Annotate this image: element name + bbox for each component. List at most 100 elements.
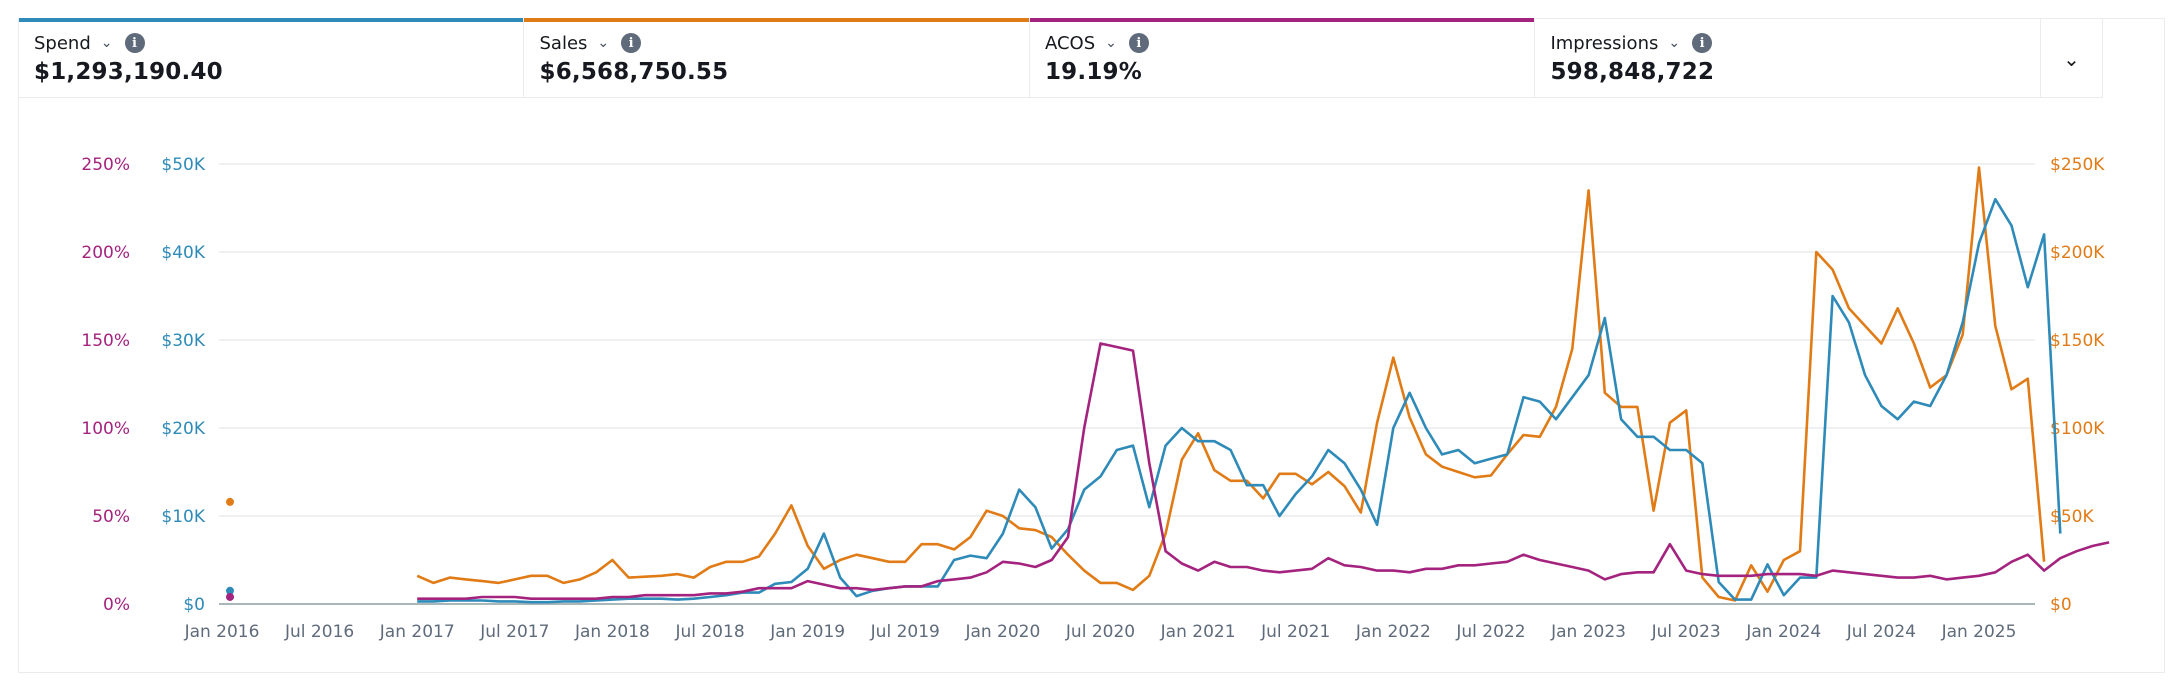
data-point-sales[interactable] bbox=[1405, 412, 1415, 422]
data-point-spend[interactable] bbox=[835, 573, 845, 583]
data-point-sales[interactable] bbox=[933, 539, 943, 549]
data-point-acos[interactable] bbox=[624, 592, 634, 602]
data-point-spend[interactable] bbox=[1486, 454, 1496, 464]
data-point-sales[interactable] bbox=[510, 574, 520, 584]
data-point-acos[interactable] bbox=[917, 581, 927, 591]
data-point-sales[interactable] bbox=[1779, 555, 1789, 565]
data-point-acos[interactable] bbox=[1763, 569, 1773, 579]
data-point-spend[interactable] bbox=[1258, 480, 1268, 490]
data-point-spend[interactable] bbox=[1697, 458, 1707, 468]
data-point-sales[interactable] bbox=[1518, 430, 1528, 440]
data-point-sales[interactable] bbox=[1030, 525, 1040, 535]
data-point-spend[interactable] bbox=[1551, 414, 1561, 424]
data-point-spend[interactable] bbox=[1079, 485, 1089, 495]
data-point-spend[interactable] bbox=[1096, 471, 1106, 481]
data-point-sales[interactable] bbox=[1128, 585, 1138, 595]
data-point-acos[interactable] bbox=[1567, 562, 1577, 572]
data-point-acos[interactable] bbox=[1665, 539, 1675, 549]
data-point-spend[interactable] bbox=[1681, 445, 1691, 455]
data-point-sales[interactable] bbox=[851, 550, 861, 560]
data-point-acos[interactable] bbox=[1079, 423, 1089, 433]
data-point-spend[interactable] bbox=[1502, 449, 1512, 459]
data-point-spend[interactable] bbox=[1974, 238, 1984, 248]
data-point-sales[interactable] bbox=[1291, 469, 1301, 479]
data-point-spend[interactable] bbox=[1209, 436, 1219, 446]
data-point-spend[interactable] bbox=[1893, 414, 1903, 424]
data-point-sales[interactable] bbox=[1632, 402, 1642, 412]
data-point-spend[interactable] bbox=[982, 553, 992, 563]
data-point-spend[interactable] bbox=[1535, 397, 1545, 407]
data-point-sales[interactable] bbox=[998, 511, 1008, 521]
data-point-sales[interactable] bbox=[917, 539, 927, 549]
data-point-sales[interactable] bbox=[591, 567, 601, 577]
data-point-acos[interactable] bbox=[1649, 567, 1659, 577]
data-point-acos[interactable] bbox=[428, 594, 438, 604]
data-point-acos[interactable] bbox=[1226, 562, 1236, 572]
data-point-sales[interactable] bbox=[624, 573, 634, 583]
data-point-spend[interactable] bbox=[819, 529, 829, 539]
data-point-spend[interactable] bbox=[1860, 370, 1870, 380]
data-point-spend[interactable] bbox=[1177, 423, 1187, 433]
data-point-acos[interactable] bbox=[1632, 567, 1642, 577]
data-point-acos[interactable] bbox=[982, 567, 992, 577]
data-point-acos[interactable] bbox=[1925, 571, 1935, 581]
data-point-acos[interactable] bbox=[1730, 571, 1740, 581]
data-point-spend[interactable] bbox=[1372, 520, 1382, 530]
data-point-acos[interactable] bbox=[2023, 550, 2033, 560]
data-point-acos[interactable] bbox=[477, 592, 487, 602]
data-point-acos[interactable] bbox=[1551, 559, 1561, 569]
metric-tile-impressions[interactable]: Impressions ⌄ i 598,848,722 bbox=[1535, 18, 2041, 98]
data-point-sales[interactable] bbox=[1453, 467, 1463, 477]
data-point-sales[interactable] bbox=[689, 573, 699, 583]
data-point-acos[interactable] bbox=[1356, 562, 1366, 572]
data-point-spend[interactable] bbox=[1958, 317, 1968, 327]
data-point-acos[interactable] bbox=[1909, 573, 1919, 583]
data-point-sales[interactable] bbox=[1096, 578, 1106, 588]
data-point-acos[interactable] bbox=[1779, 569, 1789, 579]
data-point-spend[interactable] bbox=[1226, 445, 1236, 455]
data-point-sales[interactable] bbox=[1226, 476, 1236, 486]
data-point-sales[interactable] bbox=[1844, 303, 1854, 313]
metric-tile-acos[interactable]: ACOS ⌄ i 19.19% bbox=[1029, 18, 1536, 98]
chevron-down-icon[interactable]: ⌄ bbox=[1668, 35, 1681, 51]
data-point-sales[interactable] bbox=[1079, 566, 1089, 576]
data-point-sales[interactable] bbox=[1340, 481, 1350, 491]
chevron-down-icon[interactable]: ⌄ bbox=[597, 35, 610, 51]
data-point-sales[interactable] bbox=[428, 578, 438, 588]
data-point-acos[interactable] bbox=[900, 581, 910, 591]
data-point-acos[interactable] bbox=[1876, 571, 1886, 581]
data-point-acos[interactable] bbox=[1242, 562, 1252, 572]
data-point-acos[interactable] bbox=[1697, 569, 1707, 579]
data-point-spend[interactable] bbox=[1388, 423, 1398, 433]
data-point-spend[interactable] bbox=[1047, 544, 1057, 554]
data-point-sales[interactable] bbox=[770, 529, 780, 539]
data-point-spend[interactable] bbox=[2007, 221, 2017, 231]
data-point-acos[interactable] bbox=[445, 594, 455, 604]
data-point-acos[interactable] bbox=[705, 588, 715, 598]
data-point-acos[interactable] bbox=[1535, 555, 1545, 565]
data-point-acos[interactable] bbox=[721, 588, 731, 598]
data-point-sales[interactable] bbox=[559, 578, 569, 588]
info-icon[interactable]: i bbox=[124, 33, 145, 53]
data-point-acos[interactable] bbox=[2039, 566, 2049, 576]
data-point-spend[interactable] bbox=[1600, 313, 1610, 323]
data-point-acos[interactable] bbox=[1323, 553, 1333, 563]
data-point-acos[interactable] bbox=[2088, 541, 2098, 551]
data-point-sales[interactable] bbox=[1974, 163, 1984, 173]
data-point-sales[interactable] bbox=[1421, 449, 1431, 459]
data-point-sales[interactable] bbox=[982, 506, 992, 516]
data-point-spend[interactable] bbox=[1909, 397, 1919, 407]
data-point-sales[interactable] bbox=[461, 574, 471, 584]
data-point-spend[interactable] bbox=[1112, 445, 1122, 455]
data-point-acos[interactable] bbox=[1860, 569, 1870, 579]
data-point-sales[interactable] bbox=[1177, 455, 1187, 465]
data-point-spend[interactable] bbox=[1340, 458, 1350, 468]
expand-metrics-button[interactable]: ⌄ bbox=[2040, 18, 2102, 98]
data-point-sales[interactable] bbox=[705, 562, 715, 572]
chevron-down-icon[interactable]: ⌄ bbox=[100, 35, 113, 51]
data-point-acos[interactable] bbox=[640, 590, 650, 600]
data-point-spend[interactable] bbox=[1470, 458, 1480, 468]
data-point-spend[interactable] bbox=[1730, 595, 1740, 605]
data-point-sales[interactable] bbox=[1795, 546, 1805, 556]
data-point-spend[interactable] bbox=[1632, 432, 1642, 442]
